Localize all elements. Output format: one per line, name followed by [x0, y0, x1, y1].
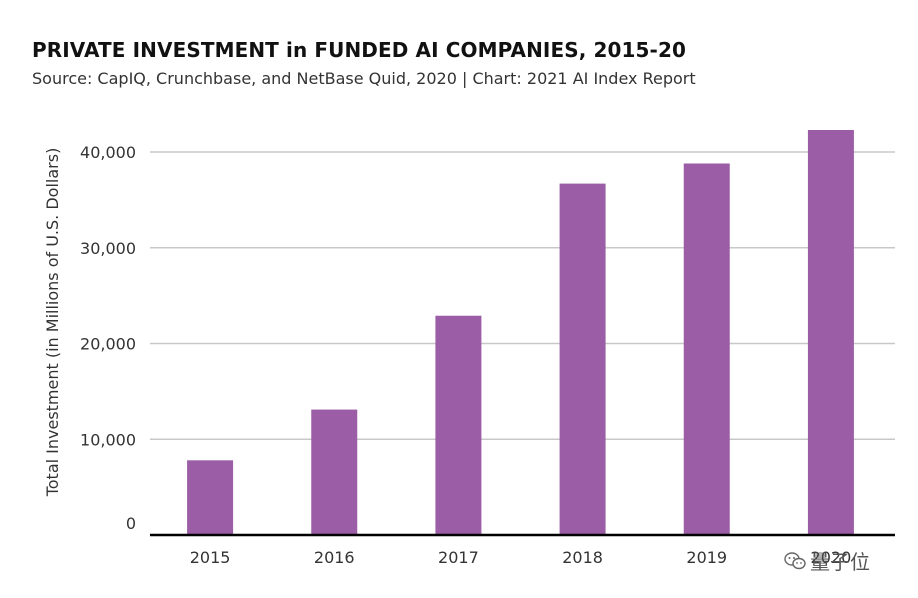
x-tick-label-2018: 2018 [562, 548, 603, 567]
x-tick-label-2016: 2016 [314, 548, 355, 567]
x-tick-label-2020: 2020 [811, 548, 852, 567]
bar-2019 [683, 163, 730, 536]
chart-title: PRIVATE INVESTMENT in FUNDED AI COMPANIE… [32, 38, 686, 62]
x-tick-label-2015: 2015 [190, 548, 231, 567]
x-tick-label-2019: 2019 [686, 548, 727, 567]
watermark-text: 量子位 [810, 550, 870, 574]
bar-2018 [559, 183, 606, 535]
y-tick-label-0: 0 [126, 514, 136, 533]
watermark: 量子位 [784, 546, 870, 575]
y-tick-label-30000: 30,000 [80, 239, 136, 258]
y-tick-label-20000: 20,000 [80, 335, 136, 354]
bar-2017 [435, 315, 482, 535]
y-tick-label-10000: 10,000 [80, 430, 136, 449]
x-tick-label-2017: 2017 [438, 548, 479, 567]
bar-2016 [311, 409, 358, 535]
wechat-icon [784, 551, 806, 569]
bar-2020 [807, 129, 854, 536]
y-tick-label-40000: 40,000 [80, 143, 136, 162]
bar-2015 [187, 460, 234, 535]
chart-subtitle: Source: CapIQ, Crunchbase, and NetBase Q… [32, 69, 696, 88]
y-axis-label: Total Investment (in Millions of U.S. Do… [43, 148, 62, 498]
